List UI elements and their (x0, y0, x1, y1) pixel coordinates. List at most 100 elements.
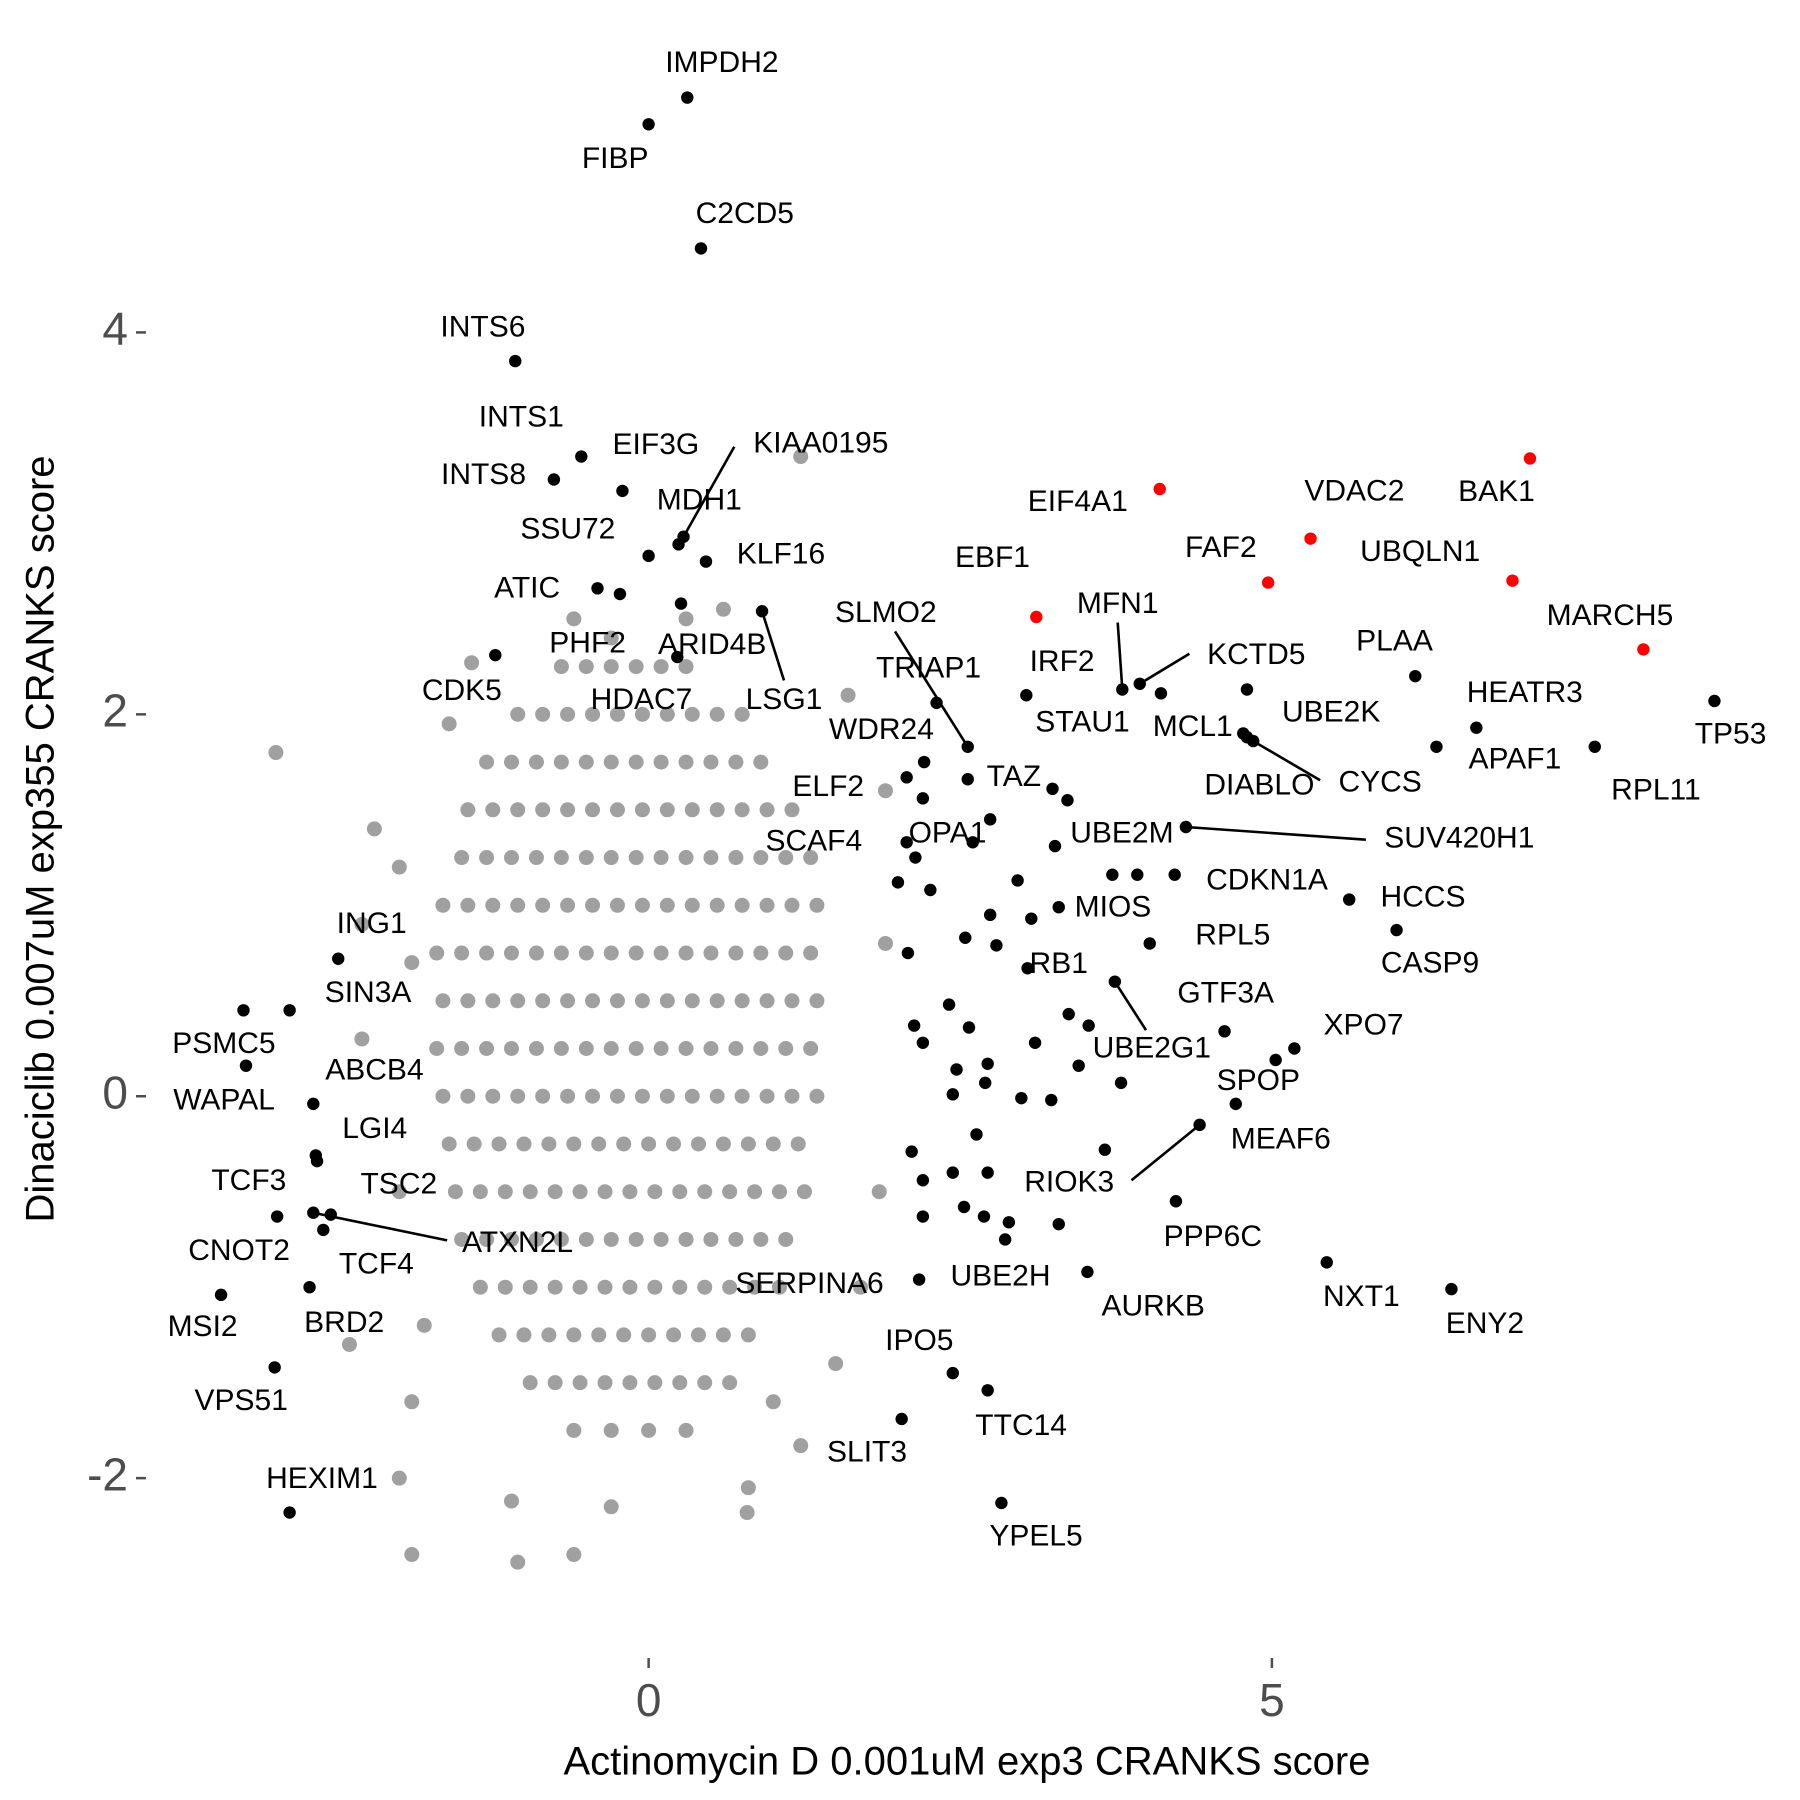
highlight-point (909, 851, 922, 864)
highlight-point (1052, 1217, 1065, 1231)
background-point (547, 1184, 563, 1200)
background-point (535, 993, 551, 1009)
background-point (684, 897, 700, 913)
background-point (566, 1136, 582, 1152)
background-point (722, 1184, 738, 1200)
highlight-point (1523, 452, 1537, 465)
highlight-point (674, 597, 688, 610)
background-point (828, 1356, 844, 1372)
point-label: UBE2M (1070, 816, 1173, 849)
background-point (703, 1041, 719, 1056)
background-point (690, 1327, 706, 1343)
highlight-point (1304, 532, 1317, 545)
background-point (678, 850, 694, 866)
point-label: SERPINA6 (735, 1267, 883, 1300)
highlight-point (1045, 1093, 1058, 1107)
background-point (435, 1088, 451, 1104)
background-point (759, 993, 775, 1009)
label-connector (1116, 622, 1124, 690)
point-label: RPL5 (1195, 918, 1270, 951)
point-label: RB1 (1030, 947, 1088, 980)
background-point (560, 897, 576, 913)
background-point (778, 1041, 794, 1056)
background-point (460, 897, 476, 913)
x-axis-title: Actinomycin D 0.001uM exp3 CRANKS score (564, 1740, 1371, 1784)
background-point (653, 1231, 669, 1247)
background-point (578, 1231, 594, 1247)
point-label: MCL1 (1153, 710, 1233, 743)
point-label: TCF4 (339, 1248, 414, 1281)
background-point (479, 945, 495, 961)
background-point (497, 1184, 513, 1200)
highlight-point (905, 1145, 918, 1158)
background-point (759, 802, 775, 818)
background-point (634, 897, 650, 913)
point-label: BAK1 (1458, 475, 1535, 508)
label-connector (1130, 1123, 1201, 1182)
label-connector (1113, 980, 1148, 1031)
highlight-point (1061, 794, 1074, 807)
highlight-point (901, 946, 915, 960)
background-point (464, 655, 480, 671)
background-point (628, 945, 644, 961)
background-point (697, 1375, 713, 1391)
background-point (585, 993, 601, 1009)
point-label: SLMO2 (835, 596, 937, 629)
point-label: TP53 (1695, 718, 1767, 751)
highlight-point (1342, 893, 1356, 906)
background-point (703, 754, 719, 770)
background-point (460, 802, 476, 818)
background-point (441, 1136, 457, 1152)
background-point (790, 1136, 806, 1152)
background-point (803, 1041, 819, 1056)
background-point (753, 1231, 769, 1247)
background-point (485, 897, 501, 913)
highlight-point (981, 1166, 994, 1179)
background-point (784, 802, 800, 818)
background-point (793, 449, 809, 465)
background-point (659, 706, 675, 722)
background-point (666, 1136, 682, 1152)
background-point (739, 1505, 755, 1521)
point-label: TCF3 (211, 1164, 286, 1197)
background-point (504, 1041, 520, 1056)
background-point (628, 850, 644, 866)
background-point (740, 1480, 756, 1496)
background-point (522, 1279, 538, 1295)
y-axis-title: Dinaciclib 0.007uM exp355 CRANKS score (19, 455, 63, 1222)
background-point (578, 1041, 594, 1056)
highlight-point (950, 1063, 963, 1076)
y-tick-label: -2 (87, 1448, 128, 1500)
background-point (734, 706, 750, 722)
point-label: ATXN2L (462, 1226, 573, 1259)
background-point (722, 1279, 738, 1295)
background-point (709, 897, 725, 913)
background-point (479, 1041, 495, 1056)
point-label: UBE2G1 (1093, 1032, 1211, 1065)
background-point (535, 706, 551, 722)
highlight-point (283, 1004, 296, 1017)
background-point (634, 1088, 650, 1104)
background-point (578, 754, 594, 770)
point-label: ARID4B (658, 628, 766, 661)
background-point (268, 745, 284, 761)
background-point (404, 1547, 420, 1563)
highlight-point (959, 931, 972, 944)
background-point (709, 1088, 725, 1104)
background-point (684, 802, 700, 818)
y-tick-label: 0 (102, 1066, 128, 1118)
point-label: CDK5 (422, 674, 502, 707)
background-point (809, 1088, 825, 1104)
background-point (734, 802, 750, 818)
background-point (759, 1088, 775, 1104)
highlight-point (237, 1004, 250, 1017)
point-label: WAPAL (173, 1083, 275, 1116)
background-point (479, 850, 495, 866)
background-point (753, 850, 769, 866)
point-label: ABCB4 (325, 1053, 423, 1086)
highlight-point (1708, 694, 1721, 708)
highlight-point (509, 354, 522, 368)
point-label: YPEL5 (989, 1520, 1082, 1553)
highlight-point (1048, 839, 1062, 853)
background-point (504, 1493, 520, 1509)
